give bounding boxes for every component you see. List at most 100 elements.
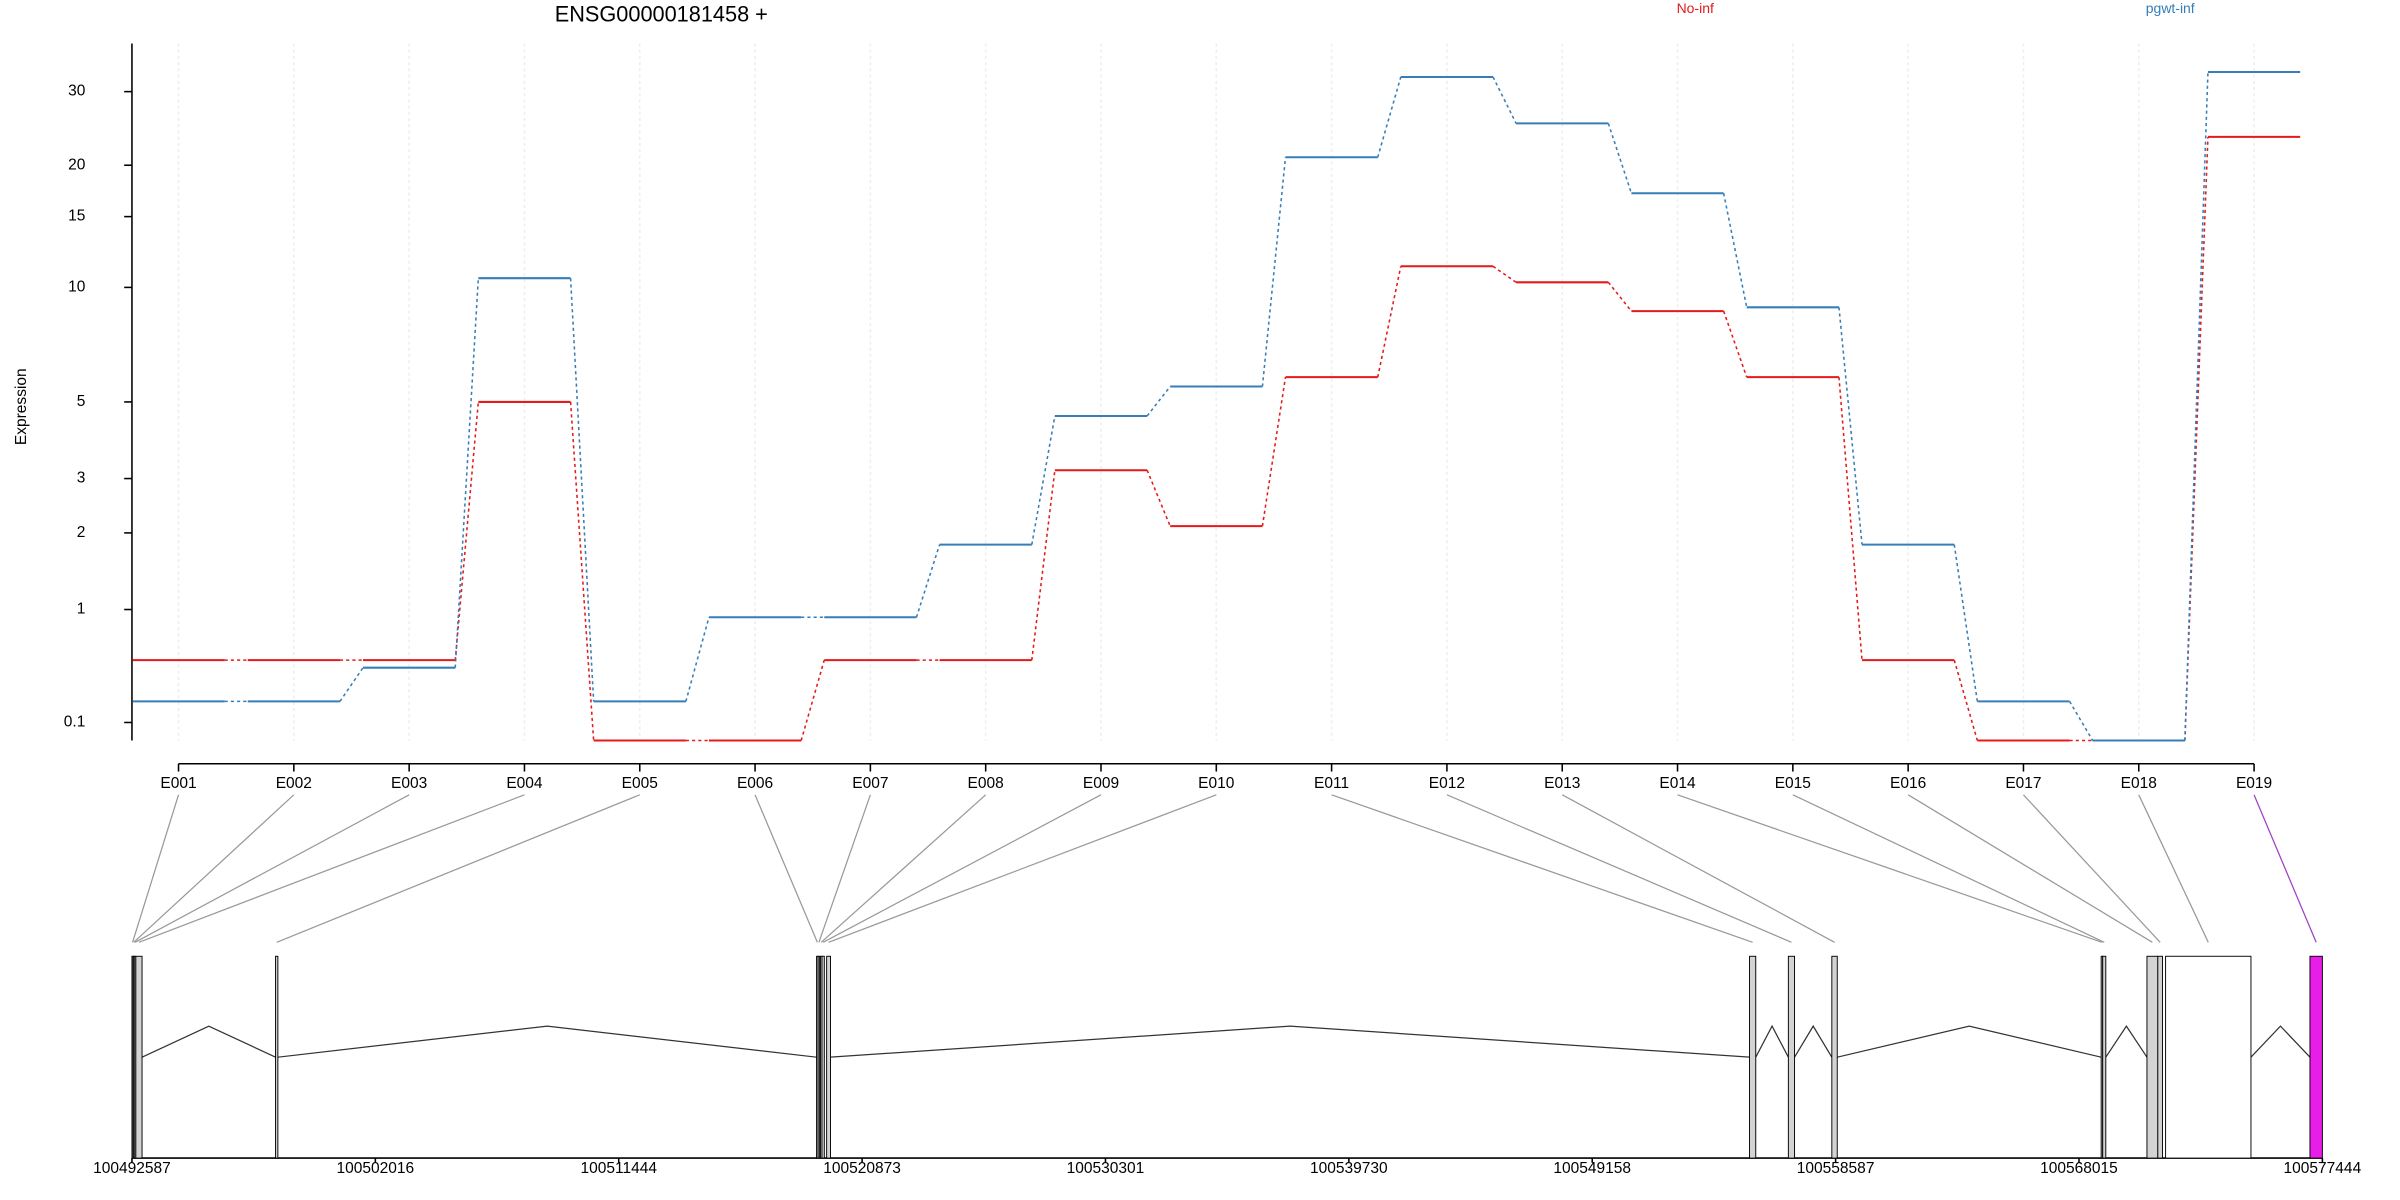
- y-tick-label: 5: [77, 393, 86, 410]
- exon: [2102, 955, 2107, 1159]
- genome-tick-label: 100539730: [1310, 1160, 1388, 1177]
- y-tick-label: 2: [77, 524, 86, 541]
- connector: [1722, 310, 1748, 378]
- y-tick-label: 3: [77, 470, 86, 487]
- exon: [2309, 955, 2323, 1159]
- x-tick-label: E017: [2005, 775, 2041, 792]
- x-tick-label: E009: [1083, 775, 1119, 792]
- genome-tick-label: 100577444: [2284, 1160, 2362, 1177]
- connector: [1953, 659, 1979, 741]
- exon: [1831, 955, 1838, 1159]
- legend-label: pgwt-inf: [2146, 0, 2195, 16]
- exon-link: [134, 794, 410, 943]
- genome-tick-label: 100549158: [1553, 1160, 1631, 1177]
- exon-link: [1792, 794, 2105, 943]
- connector: [1838, 307, 1863, 545]
- exon: [821, 955, 825, 1159]
- exon-link: [820, 794, 987, 943]
- connector: [1953, 544, 1979, 702]
- exon: [275, 955, 279, 1159]
- legend-label: No-inf: [1677, 0, 1714, 16]
- connector: [1492, 265, 1517, 283]
- x-tick-label: E005: [622, 775, 658, 792]
- connector: [1146, 386, 1171, 417]
- connector: [1607, 281, 1633, 312]
- exon-link: [818, 794, 871, 943]
- x-tick-label: E002: [276, 775, 312, 792]
- exon-link: [2023, 794, 2161, 943]
- x-tick-label: E003: [391, 775, 427, 792]
- connector: [2068, 700, 2094, 741]
- intron: [1837, 1025, 2102, 1058]
- connector: [1031, 470, 1056, 661]
- connector: [1722, 193, 1748, 308]
- connector: [569, 401, 595, 741]
- intron: [830, 1025, 1750, 1058]
- exon: [826, 955, 832, 1159]
- genome-tick-label: 100558587: [1797, 1160, 1875, 1177]
- exon: [1787, 955, 1796, 1159]
- connector: [1607, 123, 1633, 194]
- exon-link: [138, 794, 525, 943]
- exon-link: [828, 794, 1217, 943]
- connector: [2184, 71, 2209, 741]
- y-tick-label: 10: [68, 278, 86, 295]
- exon-link: [1561, 794, 1835, 943]
- connector: [569, 278, 595, 702]
- exon-link: [2138, 794, 2209, 943]
- exon: [817, 955, 821, 1159]
- connector: [2184, 136, 2209, 741]
- connector: [800, 659, 825, 741]
- exon-link: [131, 794, 180, 943]
- x-tick-label: E018: [2121, 775, 2157, 792]
- exon: [1749, 955, 1757, 1159]
- connector: [339, 667, 364, 702]
- intron: [2105, 1025, 2148, 1058]
- x-tick-label: E015: [1775, 775, 1811, 792]
- genome-tick-label: 100492587: [93, 1160, 171, 1177]
- exon: [2157, 955, 2163, 1159]
- connector: [1031, 415, 1056, 545]
- exon: [2165, 955, 2252, 1159]
- exon: [2146, 955, 2159, 1159]
- connector: [1146, 469, 1171, 527]
- exon-link: [276, 794, 640, 943]
- chart-title: ENSG00000181458 +: [555, 1, 768, 26]
- connector: [1261, 377, 1287, 527]
- exon-link: [822, 794, 1102, 943]
- connector: [685, 617, 710, 702]
- intron: [277, 1025, 817, 1058]
- exon: [135, 955, 143, 1159]
- exon-link: [1677, 794, 2103, 943]
- connector: [1376, 266, 1402, 378]
- intron: [2250, 1025, 2311, 1058]
- x-tick-label: E019: [2236, 775, 2272, 792]
- x-tick-label: E004: [506, 775, 543, 792]
- genome-tick-label: 100502016: [337, 1160, 415, 1177]
- x-tick-label: E016: [1890, 775, 1926, 792]
- genome-tick-label: 100568015: [2040, 1160, 2118, 1177]
- exon-link: [1331, 794, 1753, 943]
- genome-tick-label: 100520873: [823, 1160, 901, 1177]
- x-tick-label: E012: [1429, 775, 1465, 792]
- exon-link: [133, 794, 295, 943]
- y-tick-label: 30: [68, 83, 86, 100]
- y-axis-label: Expression: [13, 368, 30, 445]
- exon-link: [1907, 794, 2153, 943]
- intron: [1794, 1024, 1833, 1058]
- x-tick-label: E006: [737, 775, 773, 792]
- y-tick-label: 1: [77, 601, 86, 618]
- x-tick-label: E008: [968, 775, 1004, 792]
- connector: [454, 278, 480, 668]
- y-tick-label: 20: [68, 156, 86, 173]
- y-tick-label: 0.1: [64, 714, 86, 731]
- intron: [1755, 1024, 1789, 1058]
- x-tick-label: E014: [1659, 775, 1696, 792]
- genome-tick-label: 100511444: [580, 1160, 657, 1177]
- connector: [1838, 377, 1863, 661]
- x-tick-label: E010: [1198, 775, 1235, 792]
- x-tick-label: E013: [1544, 775, 1580, 792]
- y-tick-label: 15: [68, 208, 85, 225]
